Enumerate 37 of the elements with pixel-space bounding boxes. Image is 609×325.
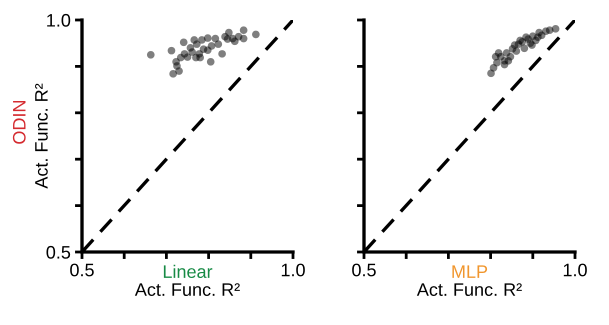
point	[172, 58, 180, 66]
point	[504, 57, 512, 65]
point	[204, 34, 212, 42]
point	[534, 33, 542, 41]
x-tick-label: 0.5	[70, 264, 94, 276]
point	[188, 48, 196, 56]
point	[225, 28, 233, 36]
point	[240, 26, 248, 34]
point	[218, 50, 226, 58]
x-tick-label: 1.0	[282, 264, 305, 276]
point	[192, 54, 200, 62]
x-axis-title: Act. Func. R²	[134, 283, 240, 296]
x-axis-title: Act. Func. R²	[416, 283, 522, 296]
point	[192, 40, 201, 48]
point	[546, 26, 554, 34]
x-tick-label: 1.0	[564, 264, 587, 276]
point	[206, 58, 215, 66]
text: MLP	[452, 265, 488, 278]
point	[204, 46, 212, 54]
point	[214, 40, 222, 48]
point	[510, 41, 518, 49]
point	[169, 70, 177, 78]
point	[240, 34, 248, 42]
point	[516, 36, 524, 44]
point	[520, 44, 528, 52]
point	[146, 50, 155, 59]
text: ODIN	[12, 100, 26, 144]
point	[492, 52, 500, 60]
point	[252, 30, 260, 38]
point	[175, 67, 183, 75]
point	[180, 38, 188, 46]
text: Linear	[164, 264, 212, 278]
point	[512, 47, 520, 55]
point	[180, 50, 188, 58]
point	[168, 46, 176, 54]
x-tick-label: 0.5	[352, 264, 376, 276]
y-axis-title: Act. Func. R²	[35, 84, 48, 189]
